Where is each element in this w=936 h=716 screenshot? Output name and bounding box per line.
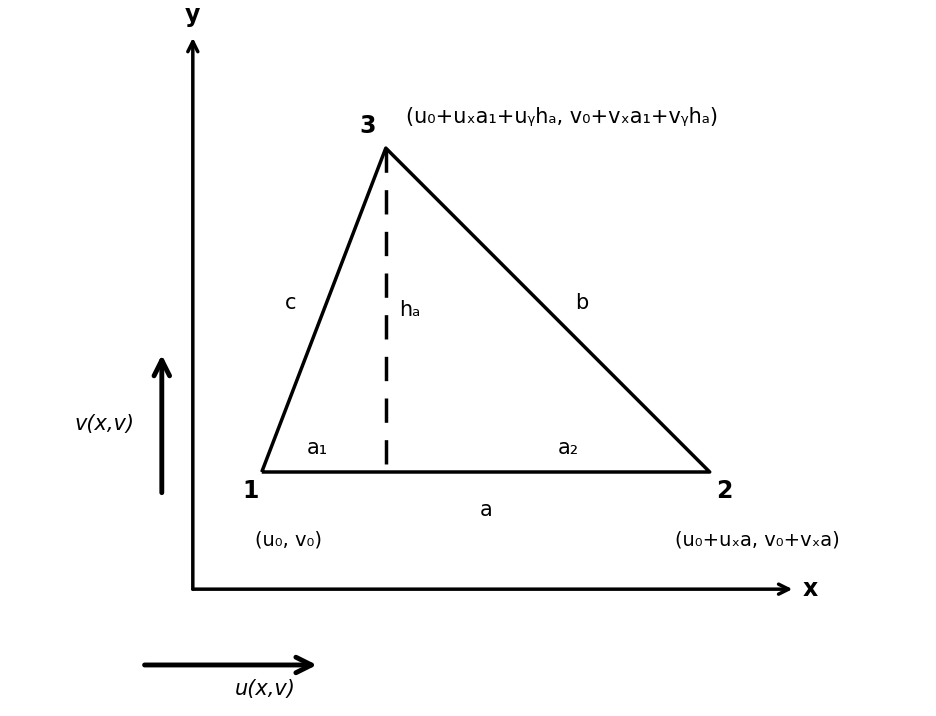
Text: y: y <box>185 4 200 27</box>
Text: u(x,v): u(x,v) <box>235 679 295 699</box>
Text: a₂: a₂ <box>557 438 578 458</box>
Text: a₁: a₁ <box>306 438 327 458</box>
Text: 2: 2 <box>716 479 732 503</box>
Text: a: a <box>479 500 491 520</box>
Text: b: b <box>575 293 588 313</box>
Text: x: x <box>802 577 817 601</box>
Text: c: c <box>285 293 296 313</box>
Text: (u₀+uₓa, v₀+vₓa): (u₀+uₓa, v₀+vₓa) <box>675 531 839 550</box>
Text: 3: 3 <box>358 114 375 137</box>
Text: (u₀+uₓa₁+uᵧhₐ, v₀+vₓa₁+vᵧhₐ): (u₀+uₓa₁+uᵧhₐ, v₀+vₓa₁+vᵧhₐ) <box>406 107 718 127</box>
Text: v(x,v): v(x,v) <box>74 414 134 434</box>
Text: (u₀, v₀): (u₀, v₀) <box>255 531 321 550</box>
Text: 1: 1 <box>241 479 258 503</box>
Text: hₐ: hₐ <box>399 300 420 320</box>
